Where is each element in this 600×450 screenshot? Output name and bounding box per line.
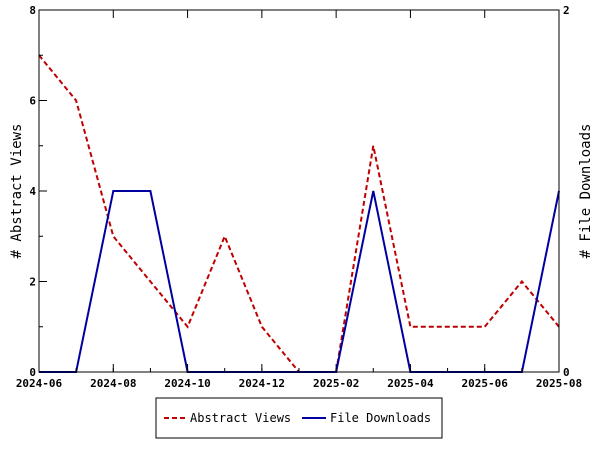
x-tick-label: 2024-08 [90,377,136,390]
y-axis-right-title: # File Downloads [578,124,594,259]
y-left-tick-label: 0 [29,366,36,379]
plot-area [38,54,560,373]
x-tick-label: 2024-06 [16,377,63,390]
legend: Abstract Views File Downloads [155,397,443,439]
x-tick-label: 2024-12 [239,377,285,390]
y-left-tick-label: 6 [29,95,36,108]
series-line-file-downloads [39,190,560,373]
y-right-tick-label: 0 [563,366,570,379]
x-tick-label: 2024-10 [164,377,210,390]
y-left-tick-label: 4 [29,185,36,198]
x-tick-label: 2025-08 [536,377,582,390]
y-left-tick-label: 8 [29,4,36,17]
x-tick-label: 2025-02 [313,377,359,390]
y-axis-left-title: # Abstract Views [9,124,25,259]
legend-label-abstract-views: Abstract Views [190,411,291,425]
legend-label-file-downloads: File Downloads [330,411,431,425]
y-left-tick-label: 2 [29,276,36,289]
axes: 2024-06 2024-08 2024-10 2024-12 2025-02 2025-… [16,4,582,390]
series-line-abstract-views [38,54,560,373]
x-tick-label: 2025-06 [462,377,509,390]
x-tick-label: 2025-04 [387,377,434,390]
legend-box [155,397,443,439]
y-right-tick-label: 2 [563,4,570,17]
